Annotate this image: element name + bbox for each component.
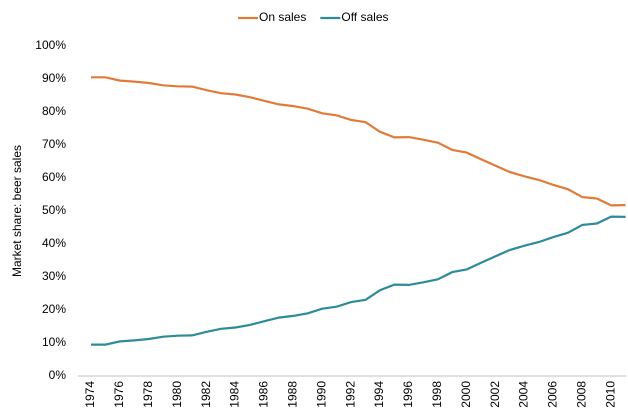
- x-tick-label: 2010: [603, 381, 617, 408]
- y-tick-label: 90%: [42, 71, 66, 85]
- x-tick-label: 1982: [199, 381, 213, 408]
- y-tick-label: 50%: [42, 203, 66, 217]
- y-tick-label: 30%: [42, 269, 66, 283]
- x-tick-label: 1978: [141, 381, 155, 408]
- y-axis-title: Market share: beer sales: [10, 145, 24, 277]
- x-tick-label: 2002: [488, 381, 502, 408]
- y-tick-label: 80%: [42, 104, 66, 118]
- line-series: [91, 215, 626, 346]
- x-tick-label: 1980: [170, 381, 184, 408]
- x-tick-label: 1994: [372, 381, 386, 408]
- y-tick-label: 70%: [42, 137, 66, 151]
- y-tick-label: 0%: [49, 368, 67, 382]
- x-tick-label: 1990: [314, 381, 328, 408]
- x-tick-label: 2006: [546, 381, 560, 408]
- x-tick-label: 1988: [285, 381, 299, 408]
- legend-label: Off sales: [341, 10, 388, 24]
- y-tick-label: 100%: [35, 38, 66, 52]
- y-tick-label: 40%: [42, 236, 66, 250]
- x-tick-label: 1984: [228, 381, 242, 408]
- x-tick-label: 2000: [459, 381, 473, 408]
- legend-label: On sales: [259, 10, 306, 24]
- x-tick-label: 2008: [574, 381, 588, 408]
- x-tick-label: 2004: [517, 381, 531, 408]
- x-tick-label: 1996: [401, 381, 415, 408]
- x-tick-label: 1974: [83, 381, 97, 408]
- x-tick-label: 1998: [430, 381, 444, 408]
- y-tick-label: 10%: [42, 335, 66, 349]
- x-tick-label: 1992: [343, 381, 357, 408]
- y-tick-label: 60%: [42, 170, 66, 184]
- x-tick-label: 1986: [257, 381, 271, 408]
- y-tick-label: 20%: [42, 302, 66, 316]
- x-tick-label: 1976: [112, 381, 126, 408]
- line-series: [91, 76, 626, 207]
